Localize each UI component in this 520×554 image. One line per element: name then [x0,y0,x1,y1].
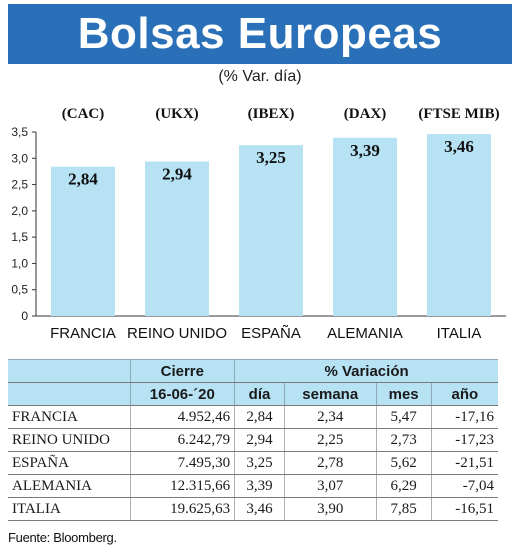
cell-dia: 2,84 [234,405,285,429]
cell-ano: -7,04 [430,474,498,498]
cell-mes: 5,47 [375,405,432,429]
cell-mes: 2,73 [375,428,432,452]
cell-ano: -17,23 [430,428,498,452]
cell-ano: -16,51 [430,497,498,521]
header-date: 16-06-´20 [129,382,235,406]
cell-semana: 2,34 [283,405,377,429]
cell-semana: 2,25 [283,428,377,452]
y-tick-label: 0,5 [11,283,28,297]
cell-dia: 3,25 [234,451,285,475]
cell-mes: 5,62 [375,451,432,475]
source-note: Fuente: Bloomberg. [8,530,117,545]
bar [145,161,209,316]
table-row: ITALIA 19.625,63 3,46 3,90 7,85 -16,51 [8,497,498,521]
y-tick-label: 1,0 [11,256,28,270]
data-label: 3,46 [444,137,474,156]
data-label: 2,94 [162,164,192,183]
data-label: 3,25 [256,148,286,167]
header-cierre: Cierre [129,359,235,383]
index-label: (IBEX) [248,106,295,122]
cell-mes: 6,29 [375,474,432,498]
x-tick-label: FRANCIA [50,325,116,342]
row-name: ESPAÑA [8,451,130,475]
bar [239,145,303,316]
index-label: (DAX) [344,106,387,122]
index-label: (UKX) [155,106,198,122]
index-label: (CAC) [62,106,105,122]
y-tick-label: 3,0 [11,151,28,165]
cell-cierre: 7.495,30 [129,451,235,475]
cell-semana: 3,90 [283,497,377,521]
y-tick-label: 3,5 [11,125,28,139]
x-tick-label: ALEMANIA [327,325,403,342]
cell-semana: 3,07 [283,474,377,498]
y-tick-label: 1,5 [11,230,28,244]
bar [427,134,491,316]
cell-cierre: 6.242,79 [129,428,235,452]
x-tick-label: ITALIA [437,325,482,342]
cell-dia: 3,39 [234,474,285,498]
table-subheader-row: 16-06-´20 día semana mes año [8,382,498,406]
cell-ano: -17,16 [430,405,498,429]
header-mes: mes [375,382,432,406]
cell-cierre: 12.315,66 [129,474,235,498]
page-title: Bolsas Europeas [77,9,443,58]
bar-chart: 0 0,5 1,0 1,5 2,0 2,5 3,0 3,5 2,84 (CAC) FRANCIA 2,… [11,106,506,342]
table-row: ESPAÑA 7.495,30 3,25 2,78 5,62 -21,51 [8,451,498,475]
chart-subtitle: (% Var. día) [218,68,302,85]
header-ano: año [430,382,498,406]
row-name: ALEMANIA [8,474,130,498]
x-tick-label: ESPAÑA [241,325,301,342]
table-row: ALEMANIA 12.315,66 3,39 3,07 6,29 -7,04 [8,474,498,498]
data-label: 2,84 [68,170,98,189]
header-variacion: % Variación [234,359,498,383]
subheader-blank [8,382,130,406]
row-name: FRANCIA [8,405,130,429]
bar [51,166,115,316]
data-table: Cierre % Variación 16-06-´20 día semana … [8,359,498,521]
table-header-row: Cierre % Variación [8,359,498,383]
data-label: 3,39 [350,141,380,160]
cell-cierre: 19.625,63 [129,497,235,521]
y-tick-label: 2,0 [11,204,28,218]
bar [333,137,397,316]
table-row: REINO UNIDO 6.242,79 2,94 2,25 2,73 -17,23 [8,428,498,452]
row-name: ITALIA [8,497,130,521]
cell-dia: 3,46 [234,497,285,521]
cell-dia: 2,94 [234,428,285,452]
y-tick-label: 2,5 [11,178,28,192]
cell-semana: 2,78 [283,451,377,475]
x-tick-label: REINO UNIDO [127,325,227,342]
header-dia: día [234,382,285,406]
header-blank [8,359,130,383]
table-row: FRANCIA 4.952,46 2,84 2,34 5,47 -17,16 [8,405,498,429]
y-tick-label: 0 [21,309,28,323]
cell-cierre: 4.952,46 [129,405,235,429]
cell-ano: -21,51 [430,451,498,475]
row-name: REINO UNIDO [8,428,130,452]
header-semana: semana [283,382,377,406]
cell-mes: 7,85 [375,497,432,521]
title-banner: Bolsas Europeas [8,4,512,64]
index-label: (FTSE MIB) [418,106,499,122]
